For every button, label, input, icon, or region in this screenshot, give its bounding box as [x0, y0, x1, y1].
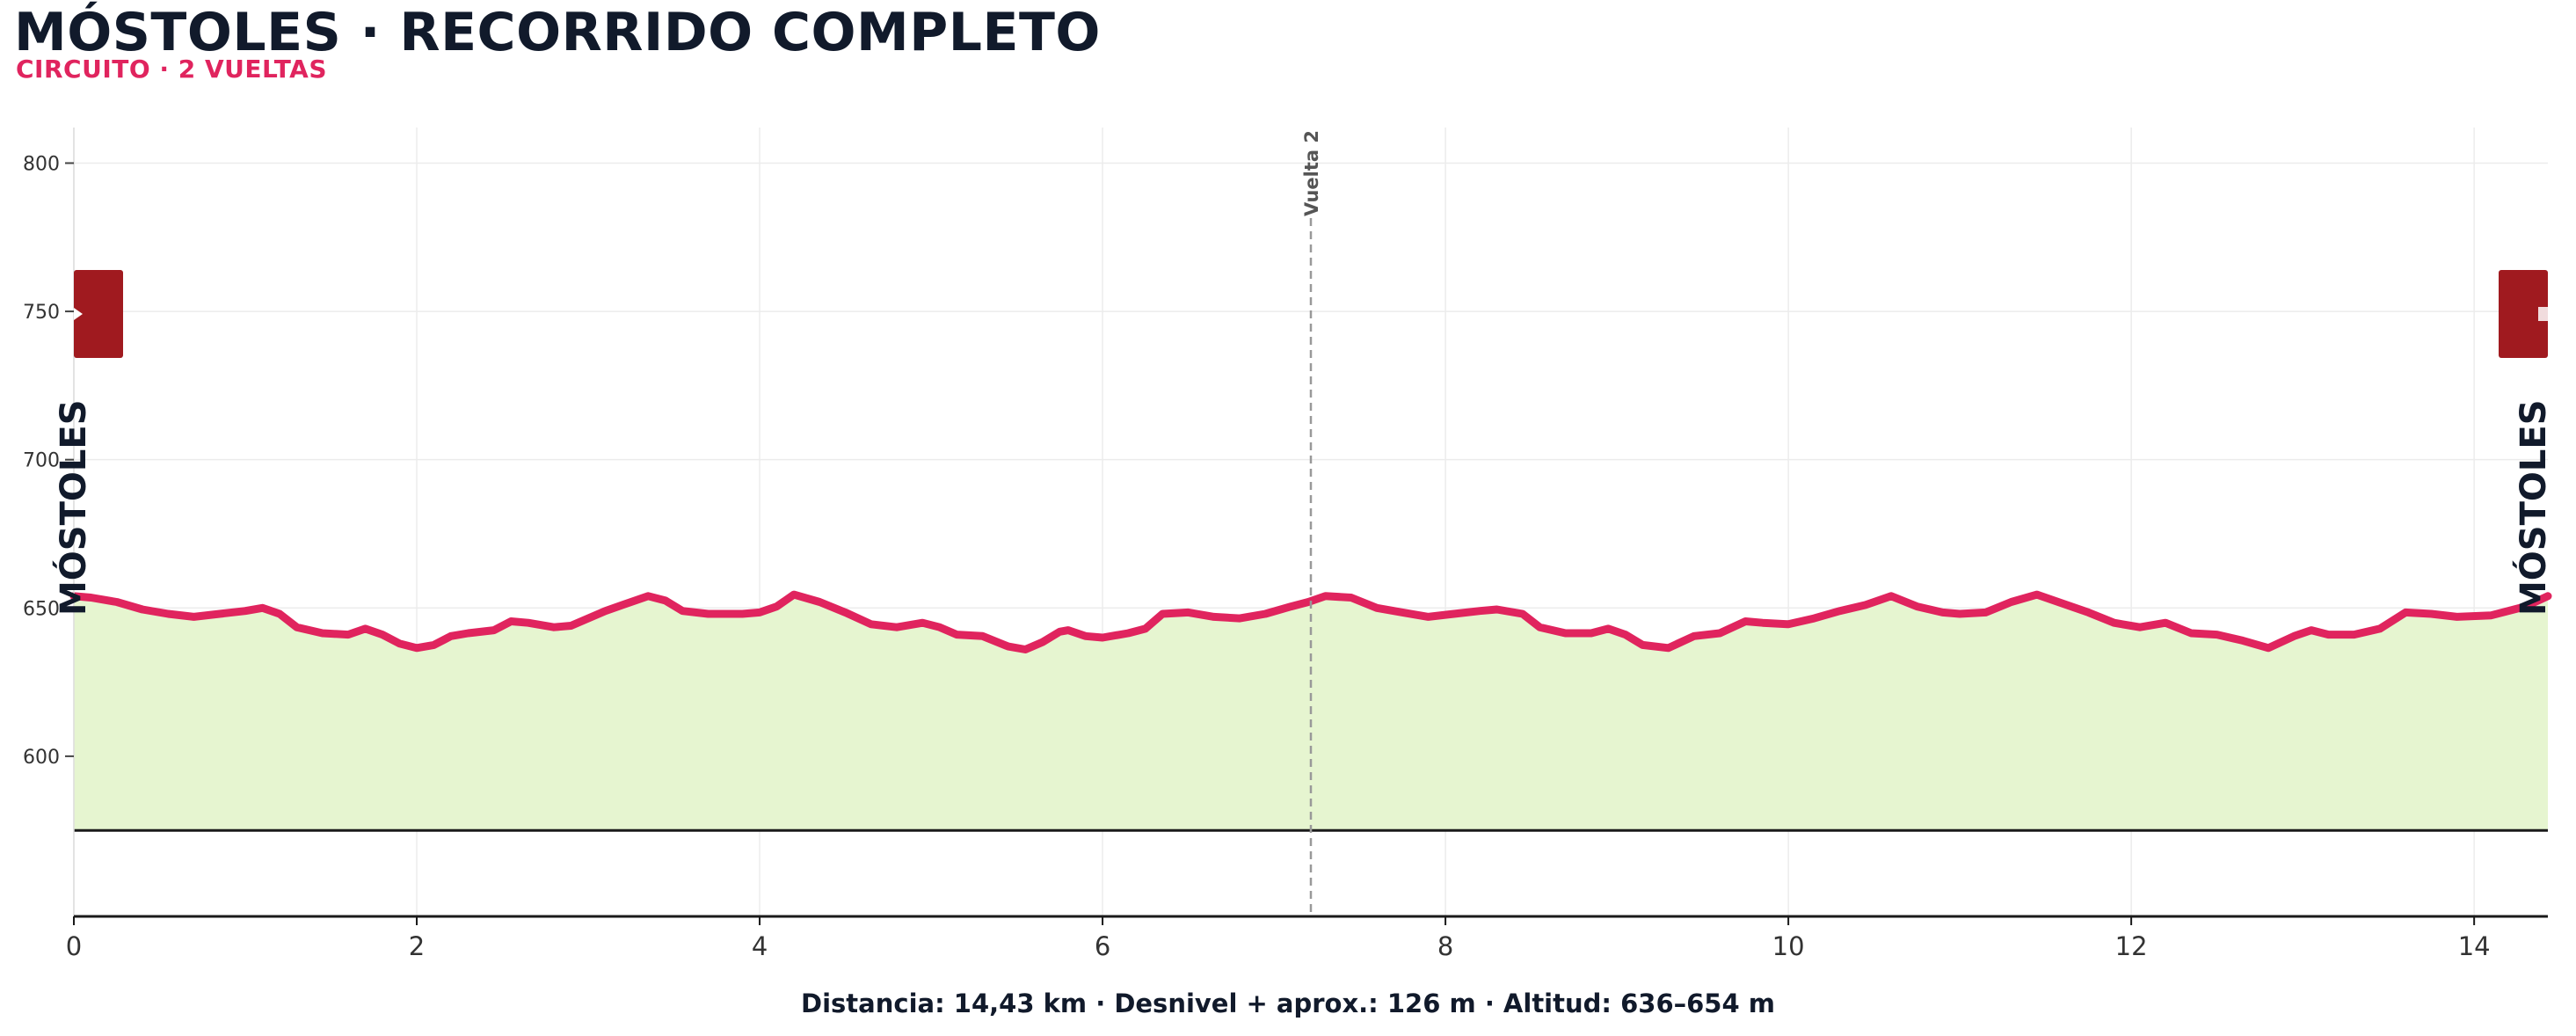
chart-title: MÓSTOLES · RECORRIDO COMPLETO: [14, 2, 1101, 63]
y-tick-label: 650: [23, 598, 60, 620]
y-tick-label: 600: [23, 747, 60, 769]
x-tick-label: 12: [2115, 931, 2148, 961]
x-tick-label: 2: [409, 931, 425, 961]
elevation-line: [69, 590, 2552, 653]
finish-flag-icon: [2538, 307, 2548, 321]
annotation-layer: Vuelta 2 MÓSTOLES MÓSTOLES: [52, 130, 2554, 916]
start-flag-icon: [74, 308, 83, 320]
x-tick-label: 8: [1437, 931, 1453, 961]
lap-2-label: Vuelta 2: [1301, 130, 1322, 216]
axis-layer: 0 2 4 6 8 10 12 14 600 650 700 750 800: [23, 128, 2548, 961]
x-tick-label: 6: [1095, 931, 1110, 961]
y-tick-label: 700: [23, 450, 60, 472]
x-tick-label: 4: [752, 931, 768, 961]
x-tick-label: 10: [1772, 931, 1805, 961]
y-tick-label: 800: [23, 153, 60, 175]
y-tick-label: 750: [23, 302, 60, 324]
route-summary: Distancia: 14,43 km · Desnivel + aprox.:…: [801, 989, 1775, 1018]
x-tick-label: 14: [2458, 931, 2491, 961]
start-marker-box: [74, 270, 123, 358]
x-tick-label: 0: [66, 931, 82, 961]
finish-town-label: MÓSTOLES: [2512, 399, 2554, 616]
finish-marker-box: [2499, 270, 2548, 358]
chart-subtitle: CIRCUITO · 2 VUELTAS: [16, 55, 327, 84]
start-town-label: MÓSTOLES: [52, 399, 94, 616]
